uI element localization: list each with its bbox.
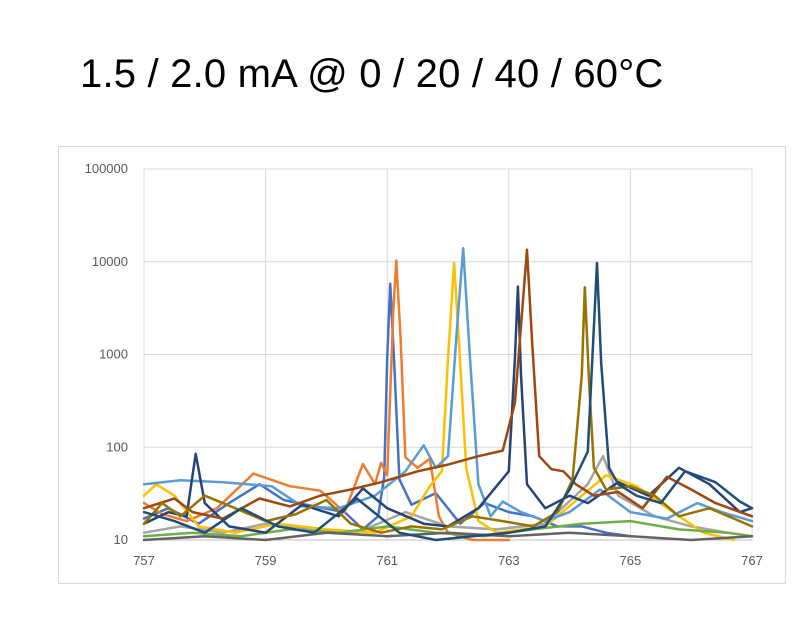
y-tick-label: 10000 [92, 254, 128, 269]
series-line-7 [142, 285, 754, 534]
series-line-9 [142, 531, 754, 542]
x-tick-label: 763 [498, 553, 520, 568]
series-line-4 [142, 261, 736, 542]
y-tick-label: 10 [114, 532, 128, 547]
y-tick-label: 100 [106, 439, 128, 454]
x-tick-label: 767 [741, 553, 763, 568]
chart-frame: 10 100 1000 10000 100000 757 759 761 763 765 767 [58, 146, 786, 584]
series-line-3 [142, 454, 754, 538]
series-line-8 [142, 248, 754, 520]
series-line-2 [142, 259, 511, 542]
x-tick-label: 761 [376, 553, 398, 568]
x-tick-label: 757 [133, 553, 155, 568]
y-tick-label: 1000 [99, 347, 128, 362]
spectrum-chart: 10 100 1000 10000 100000 757 759 761 763 765 767 [85, 161, 763, 568]
chart-series [142, 246, 754, 542]
chart-tick-labels: 10 100 1000 10000 100000 757 759 761 763 765 767 [85, 161, 763, 568]
series-line-11 [142, 261, 754, 542]
series-line-10 [142, 286, 754, 534]
x-tick-label: 759 [255, 553, 277, 568]
slide-title: 1.5 / 2.0 mA @ 0 / 20 / 40 / 60°C [80, 52, 664, 96]
y-tick-label: 100000 [85, 161, 128, 176]
series-line-5 [142, 246, 754, 523]
x-tick-label: 765 [620, 553, 642, 568]
chart-grid [143, 168, 753, 541]
